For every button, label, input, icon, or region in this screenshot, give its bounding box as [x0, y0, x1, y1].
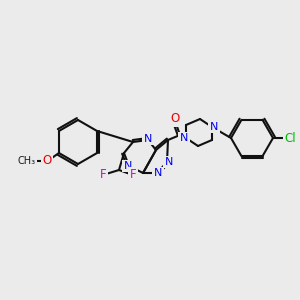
Text: N: N: [165, 157, 173, 167]
Text: Cl: Cl: [284, 131, 296, 145]
Text: O: O: [42, 154, 52, 167]
Text: N: N: [124, 161, 132, 171]
Text: N: N: [210, 122, 218, 132]
Text: F: F: [100, 169, 106, 182]
Text: F: F: [130, 169, 136, 182]
Text: N: N: [154, 168, 162, 178]
Text: O: O: [170, 112, 180, 125]
Text: N: N: [180, 133, 188, 143]
Text: N: N: [144, 134, 152, 144]
Text: CH₃: CH₃: [18, 156, 36, 166]
